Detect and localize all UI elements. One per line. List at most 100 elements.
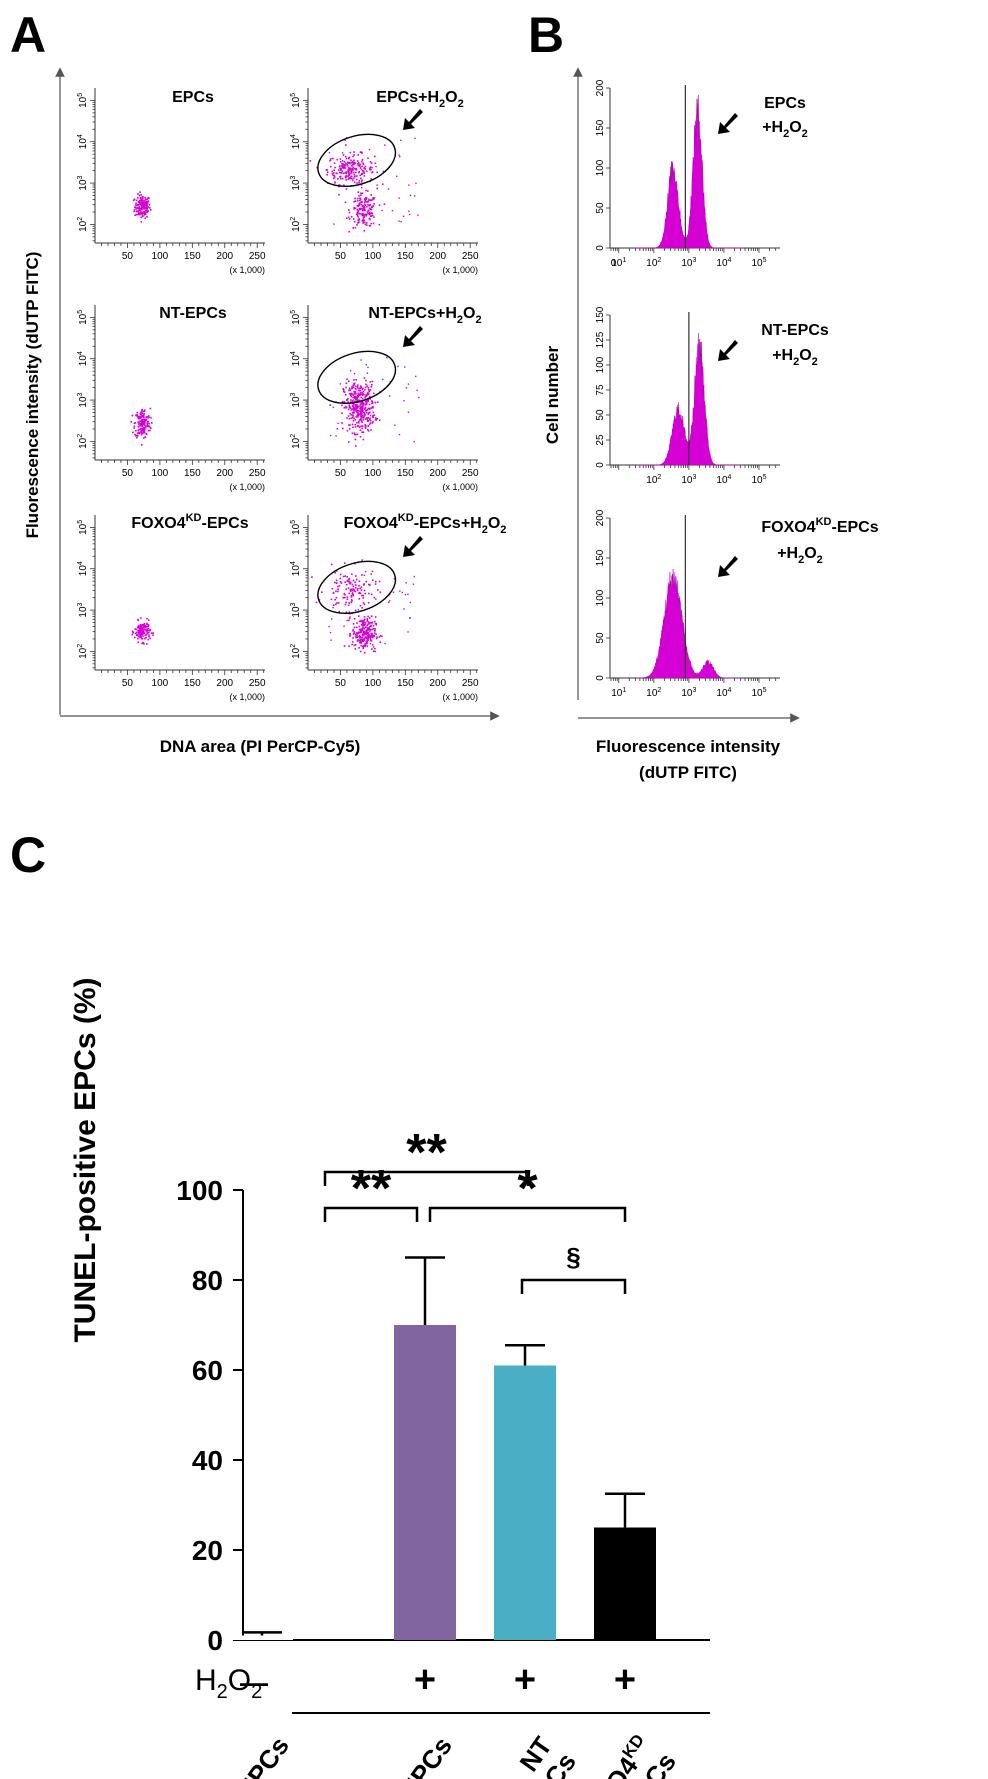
scatter-point (367, 203, 369, 206)
scatter-point (366, 645, 369, 647)
scatter-point (370, 386, 373, 388)
scatter-point (365, 632, 368, 635)
y-tick-base: 10 (78, 313, 89, 325)
superscript-kd: KD (398, 512, 414, 524)
scatter-point (370, 178, 372, 180)
y-tick-label: 0 (207, 1625, 223, 1656)
scatter-point (348, 581, 351, 584)
title-main: FOXO4 (344, 515, 398, 532)
scatter-point (141, 642, 144, 645)
scatter-point (140, 199, 143, 202)
y-tick-label: 40 (192, 1445, 223, 1476)
scatter-point (353, 400, 356, 403)
scatter-point (348, 417, 351, 420)
scatter-point (144, 203, 147, 206)
scatter-point (352, 162, 355, 164)
scatter-point (359, 151, 362, 154)
scatter-point (367, 212, 370, 215)
arrow-indicator (403, 536, 423, 557)
scatter-point (352, 394, 355, 397)
label-main: FOXO4 (761, 519, 815, 536)
scatter-point (361, 160, 363, 163)
scatter-point (368, 633, 370, 636)
x-tick-base: 10 (681, 258, 693, 269)
scatter-point (359, 636, 361, 639)
scatter-point (344, 593, 346, 596)
scatter-point (363, 634, 365, 636)
category-label: EPCs (394, 1731, 458, 1779)
y-tick-base: 10 (291, 396, 302, 408)
scatter-point (348, 619, 350, 622)
scatter-point (358, 584, 360, 587)
scatter-point (370, 624, 372, 627)
scatter-point (354, 200, 357, 203)
arrow-indicator (718, 113, 738, 134)
scatter-point (334, 181, 336, 183)
scatter-point (147, 625, 150, 627)
scatter-point (358, 647, 360, 649)
scatter-point (358, 631, 361, 634)
x-tick-label: 102 (646, 474, 661, 486)
scatter-point (355, 400, 358, 402)
scatter-point (353, 393, 356, 395)
scatter-point (349, 588, 352, 591)
scatter-point (352, 579, 355, 582)
scatter-point (362, 597, 365, 599)
y-tick-label: 100 (176, 1175, 223, 1206)
scatter-point (361, 152, 363, 154)
scatter-point (371, 406, 373, 409)
scatter-point (136, 415, 138, 417)
y-tick-base: 10 (291, 355, 302, 367)
scatter-point (142, 215, 144, 218)
y-tick-label: 104 (77, 561, 89, 576)
scatter-point (342, 172, 345, 175)
scatter-point (417, 214, 419, 216)
histogram-label-line1: EPCs (764, 95, 806, 112)
scatter-point (140, 424, 143, 427)
scatter-point (144, 626, 147, 629)
scatter-point (362, 623, 365, 626)
scatter-point (347, 401, 349, 403)
significance-label: ** (351, 1160, 392, 1218)
y-tick-base: 10 (78, 606, 89, 618)
scatter-point (144, 424, 146, 427)
scatter-point (357, 164, 359, 167)
scatter-point (352, 396, 354, 399)
scatter-point (347, 168, 350, 171)
superscript-kd: KD (186, 512, 202, 524)
scatter-point (341, 166, 344, 169)
scatter-point (137, 429, 140, 431)
x-tick-label: 100 (365, 251, 382, 262)
scatter-point (349, 634, 351, 636)
scatter-point (141, 632, 144, 634)
scatter-point (343, 625, 345, 627)
scatter-point (143, 422, 146, 425)
scatter-point (358, 592, 360, 595)
x-tick-base: 10 (716, 258, 728, 269)
scatter-point (418, 396, 420, 399)
x-tick-label: 200 (429, 678, 446, 689)
scatter-point (364, 400, 367, 403)
scatter-point (356, 425, 359, 427)
scatter-point (143, 622, 146, 625)
scatter-point (374, 622, 377, 625)
scatter-point (365, 640, 368, 642)
scatter-point (415, 375, 417, 378)
label-post: O (799, 347, 811, 364)
scatter-point (362, 216, 365, 219)
scatter-point (354, 395, 356, 398)
scatter-point (358, 387, 360, 390)
scatter-point (142, 197, 144, 200)
scatter-point (137, 637, 139, 640)
x-tick-label: 150 (184, 468, 201, 479)
scatter-point (140, 216, 142, 219)
scatter-point (348, 177, 350, 179)
scatter-point (353, 181, 356, 184)
scatter-point (356, 589, 359, 591)
scatter-point (144, 637, 146, 640)
scatter-point (369, 167, 371, 170)
scatter-point (351, 423, 354, 426)
scatter-point (139, 633, 141, 635)
scatter-point (135, 199, 138, 202)
scatter-point (364, 397, 366, 399)
